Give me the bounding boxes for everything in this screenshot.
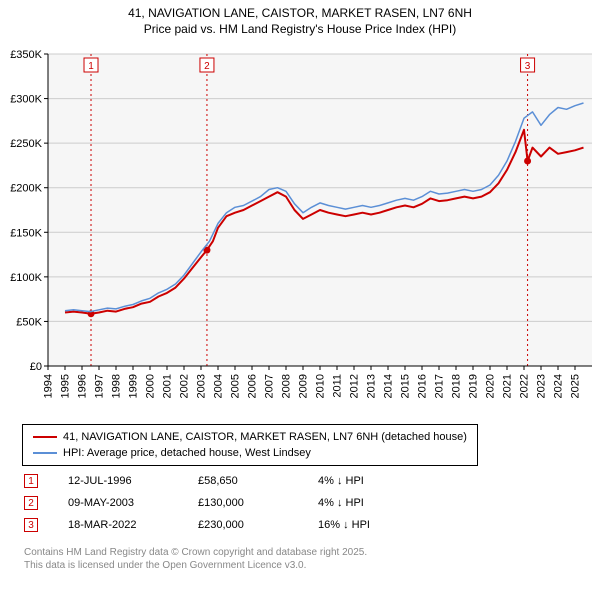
- legend-swatch: [33, 436, 57, 438]
- sale-date: 12-JUL-1996: [68, 475, 198, 487]
- legend-row: 41, NAVIGATION LANE, CAISTOR, MARKET RAS…: [33, 429, 467, 445]
- sale-pct: 16% ↓ HPI: [318, 519, 418, 531]
- sale-date: 18-MAR-2022: [68, 519, 198, 531]
- legend-swatch: [33, 452, 57, 454]
- sales-row: 2 09-MAY-2003£130,0004% ↓ HPI: [24, 492, 418, 514]
- svg-text:£200K: £200K: [10, 183, 42, 195]
- svg-text:£350K: £350K: [10, 49, 42, 61]
- svg-text:2016: 2016: [416, 374, 428, 398]
- svg-text:2018: 2018: [450, 374, 462, 398]
- legend-label: HPI: Average price, detached house, West…: [63, 447, 311, 459]
- svg-text:£0: £0: [30, 361, 42, 373]
- footer-line1: Contains HM Land Registry data © Crown c…: [24, 546, 367, 559]
- svg-text:2012: 2012: [348, 374, 360, 398]
- title-line1: 41, NAVIGATION LANE, CAISTOR, MARKET RAS…: [0, 6, 600, 22]
- svg-text:1997: 1997: [93, 374, 105, 398]
- svg-text:£250K: £250K: [10, 138, 42, 150]
- svg-text:2022: 2022: [518, 374, 530, 398]
- chart-title: 41, NAVIGATION LANE, CAISTOR, MARKET RAS…: [0, 0, 600, 37]
- sale-pct: 4% ↓ HPI: [318, 475, 418, 487]
- svg-text:2017: 2017: [433, 374, 445, 398]
- svg-text:2011: 2011: [331, 374, 343, 398]
- svg-text:1995: 1995: [59, 374, 71, 398]
- sale-date: 09-MAY-2003: [68, 497, 198, 509]
- svg-text:2014: 2014: [382, 374, 394, 398]
- svg-text:1999: 1999: [127, 374, 139, 398]
- svg-text:1: 1: [88, 61, 94, 72]
- svg-text:2006: 2006: [246, 374, 258, 398]
- svg-text:2025: 2025: [569, 374, 581, 398]
- svg-text:1996: 1996: [76, 374, 88, 398]
- sales-row: 1 12-JUL-1996£58,6504% ↓ HPI: [24, 470, 418, 492]
- svg-text:2009: 2009: [297, 374, 309, 398]
- svg-text:2002: 2002: [178, 374, 190, 398]
- svg-text:2023: 2023: [535, 374, 547, 398]
- svg-text:2007: 2007: [263, 374, 275, 398]
- sale-marker-icon: 1: [24, 474, 38, 488]
- footer-attribution: Contains HM Land Registry data © Crown c…: [24, 546, 367, 572]
- svg-text:2013: 2013: [365, 374, 377, 398]
- sale-price: £58,650: [198, 475, 318, 487]
- svg-text:2001: 2001: [161, 374, 173, 398]
- svg-text:2008: 2008: [280, 374, 292, 398]
- svg-text:2000: 2000: [144, 374, 156, 398]
- sales-row: 3 18-MAR-2022£230,00016% ↓ HPI: [24, 514, 418, 536]
- svg-text:£300K: £300K: [10, 94, 42, 106]
- svg-text:2: 2: [204, 61, 210, 72]
- svg-text:2020: 2020: [484, 374, 496, 398]
- svg-text:2021: 2021: [501, 374, 513, 398]
- svg-text:2010: 2010: [314, 374, 326, 398]
- svg-text:1994: 1994: [42, 374, 54, 398]
- chart-svg: £0 £50K £100K £150K £200K £250K £300K £350K 1994…: [0, 46, 600, 416]
- legend-label: 41, NAVIGATION LANE, CAISTOR, MARKET RAS…: [63, 431, 467, 443]
- sale-marker-icon: 3: [24, 518, 38, 532]
- svg-text:£100K: £100K: [10, 272, 42, 284]
- chart-area: £0 £50K £100K £150K £200K £250K £300K £350K 1994…: [0, 46, 600, 416]
- svg-text:3: 3: [525, 61, 531, 72]
- svg-text:2004: 2004: [212, 374, 224, 398]
- sale-pct: 4% ↓ HPI: [318, 497, 418, 509]
- svg-text:2003: 2003: [195, 374, 207, 398]
- svg-text:2015: 2015: [399, 374, 411, 398]
- legend: 41, NAVIGATION LANE, CAISTOR, MARKET RAS…: [22, 424, 478, 466]
- legend-row: HPI: Average price, detached house, West…: [33, 445, 467, 461]
- svg-text:2005: 2005: [229, 374, 241, 398]
- sale-marker-icon: 2: [24, 496, 38, 510]
- title-line2: Price paid vs. HM Land Registry's House …: [0, 22, 600, 38]
- sales-table: 1 12-JUL-1996£58,6504% ↓ HPI 2 09-MAY-2003£…: [24, 470, 418, 536]
- sale-price: £230,000: [198, 519, 318, 531]
- footer-line2: This data is licensed under the Open Gov…: [24, 559, 367, 572]
- svg-text:2024: 2024: [552, 374, 564, 398]
- svg-text:1998: 1998: [110, 374, 122, 398]
- svg-text:2019: 2019: [467, 374, 479, 398]
- svg-text:£50K: £50K: [16, 316, 42, 328]
- svg-text:£150K: £150K: [10, 227, 42, 239]
- sale-price: £130,000: [198, 497, 318, 509]
